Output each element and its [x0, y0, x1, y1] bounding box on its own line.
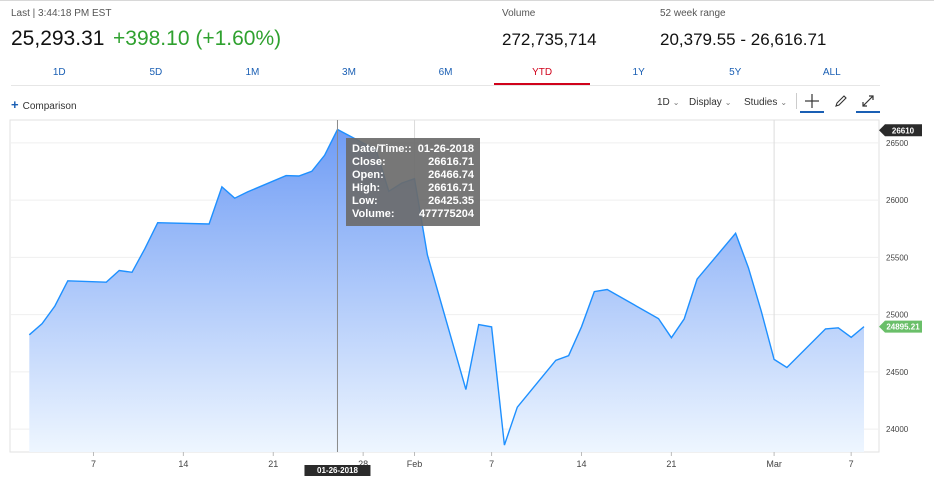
tab-1m[interactable]: 1M — [245, 67, 260, 78]
interval-dropdown[interactable]: 1D ⌄ — [657, 97, 680, 108]
time-range-tabs: 1D 5D 1M 3M 6M YTD 1Y 5Y ALL — [11, 63, 880, 86]
date-tag-shape — [304, 465, 371, 476]
tooltip-label: Date/Time:: — [352, 143, 412, 155]
tab-6m[interactable]: 6M — [438, 67, 453, 78]
range-value: 20,379.55 - 26,616.71 — [660, 30, 827, 49]
x-tick-label: 14 — [576, 459, 586, 469]
tab-ytd[interactable]: YTD — [493, 63, 591, 85]
y-tick-label: 24000 — [886, 425, 909, 434]
tooltip-value: 01-26-2018 — [418, 143, 474, 155]
tooltip-label: High: — [352, 182, 380, 194]
y-tick-label: 25000 — [886, 311, 909, 320]
expand-icon — [862, 95, 874, 107]
data-tooltip: Date/Time:: 01-26-2018 Close: 26616.71 O… — [346, 138, 480, 226]
x-tick-label: 14 — [178, 459, 188, 469]
tooltip-value: 26616.71 — [428, 156, 474, 168]
plus-icon: + — [11, 97, 19, 112]
tab-1y[interactable]: 1Y — [632, 67, 645, 78]
chevron-down-icon: ⌄ — [780, 98, 788, 107]
x-axis-labels: 7 14 21 28 Feb 7 14 21 Mar 7 — [91, 459, 854, 469]
studies-label: Studies — [744, 97, 778, 108]
studies-dropdown[interactable]: Studies ⌄ — [744, 97, 787, 108]
range-label: 52 week range — [660, 8, 726, 19]
tooltip-box — [346, 138, 480, 226]
volume-value: 272,735,714 — [502, 30, 597, 49]
crosshair-tag-text: 26610 — [892, 126, 915, 135]
y-tick-label: 25500 — [886, 253, 909, 262]
crosshair-value-tag: 26610 — [879, 124, 922, 137]
price-chart[interactable]: 24000 24500 25000 25500 26000 26500 7 14 21 28 Fe… — [0, 118, 934, 484]
last-price: 25,293.31 — [11, 27, 105, 50]
y-tick-label: 26000 — [886, 196, 909, 205]
x-tick-label: 28 — [358, 459, 368, 469]
tooltip-value: 477775204 — [419, 208, 475, 220]
crosshair-icon — [805, 94, 819, 108]
top-divider — [0, 0, 934, 1]
chart-toolbar: + Comparison 1D ⌄ Display ⌄ Studies ⌄ — [0, 90, 934, 118]
price-area — [29, 129, 865, 452]
chevron-down-icon: ⌄ — [672, 98, 680, 107]
expand-button[interactable] — [856, 91, 880, 113]
draw-tool-button[interactable] — [829, 91, 853, 113]
price-change: +398.10 (+1.60%) — [113, 27, 282, 50]
tooltip-value: 26425.35 — [428, 195, 474, 207]
y-tick-label: 24500 — [886, 368, 909, 377]
tab-all[interactable]: ALL — [822, 67, 841, 78]
y-tick-label: 26500 — [886, 139, 909, 148]
chevron-down-icon: ⌄ — [724, 98, 732, 107]
price-line — [28, 128, 865, 446]
quote-header: Last | 3:44:18 PM EST 25,293.31 +398.10 … — [0, 0, 934, 60]
x-tick-label: 7 — [849, 459, 854, 469]
pencil-icon — [835, 95, 847, 107]
tab-5d[interactable]: 5D — [149, 67, 163, 78]
tooltip-label: Close: — [352, 156, 386, 168]
display-dropdown[interactable]: Display ⌄ — [689, 97, 732, 108]
tooltip-value: 26616.71 — [428, 182, 474, 194]
x-tick-label: 7 — [91, 459, 96, 469]
tab-3m[interactable]: 3M — [342, 67, 356, 78]
tooltip-label: Volume: — [352, 208, 395, 220]
last-value-tag: 24895.21 — [879, 320, 922, 333]
tooltip-label: Open: — [352, 169, 384, 181]
last-tag-shape — [879, 320, 922, 333]
x-tick-label: Mar — [766, 459, 782, 469]
tooltip-label: Low: — [352, 195, 378, 207]
comparison-button[interactable]: + Comparison — [11, 97, 77, 112]
crosshair-tool-button[interactable] — [800, 91, 824, 113]
x-tick-label: 7 — [489, 459, 494, 469]
x-tick-label: 21 — [268, 459, 278, 469]
display-label: Display — [689, 97, 722, 108]
comparison-label: Comparison — [22, 101, 77, 112]
date-tag-text: 01-26-2018 — [317, 466, 358, 475]
tab-5y[interactable]: 5Y — [729, 67, 742, 78]
volume-label: Volume — [502, 8, 536, 19]
y-axis-labels: 24000 24500 25000 25500 26000 26500 — [886, 139, 909, 434]
x-tick-label: 21 — [666, 459, 676, 469]
tab-1d[interactable]: 1D — [52, 67, 66, 78]
crosshair-tag-shape — [879, 124, 922, 137]
x-tick-label: Feb — [407, 459, 423, 469]
crosshair-date-tag: 01-26-2018 — [304, 465, 371, 476]
interval-label: 1D — [657, 97, 670, 108]
last-tag-text: 24895.21 — [886, 323, 920, 332]
tooltip-value: 26466.74 — [428, 169, 475, 181]
toolbar-divider — [796, 93, 797, 109]
last-trade-time: Last | 3:44:18 PM EST — [11, 8, 112, 19]
